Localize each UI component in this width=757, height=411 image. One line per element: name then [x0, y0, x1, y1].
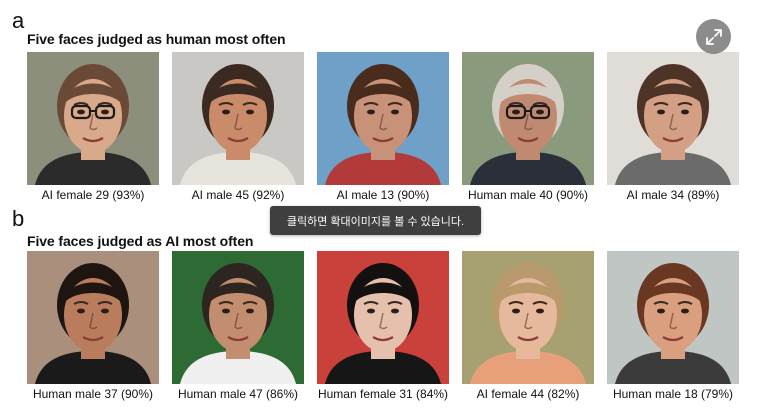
face-card[interactable]: AI male 13 (90%)	[317, 52, 449, 202]
face-photo[interactable]	[607, 251, 739, 384]
face-card[interactable]: AI male 45 (92%)	[172, 52, 304, 202]
face-photo[interactable]	[27, 251, 159, 384]
expand-button[interactable]	[696, 19, 731, 54]
face-card[interactable]: Human male 40 (90%)	[462, 52, 594, 202]
face-photo[interactable]	[317, 251, 449, 384]
tooltip: 클릭하면 확대이미지를 볼 수 있습니다.	[270, 206, 481, 235]
face-caption: AI female 29 (93%)	[41, 188, 145, 202]
face-caption: AI male 13 (90%)	[336, 188, 430, 202]
face-photo[interactable]	[317, 52, 449, 185]
face-caption: Human male 37 (90%)	[32, 387, 154, 401]
panel-letter-a: a	[12, 8, 25, 33]
face-caption: AI male 34 (89%)	[626, 188, 720, 202]
section-title-a: Five faces judged as human most often	[27, 31, 286, 47]
face-caption: Human female 31 (84%)	[317, 387, 449, 401]
face-photo[interactable]	[172, 251, 304, 384]
face-caption: Human male 47 (86%)	[177, 387, 299, 401]
face-photo[interactable]	[462, 251, 594, 384]
faces-row-b: Human male 37 (90%) Human male 47 (86%) Hu…	[27, 251, 739, 401]
face-card[interactable]: AI female 29 (93%)	[27, 52, 159, 202]
panel-letter-b: b	[12, 206, 25, 231]
face-photo[interactable]	[27, 52, 159, 185]
face-card[interactable]: AI male 34 (89%)	[607, 52, 739, 202]
face-photo[interactable]	[172, 52, 304, 185]
face-caption: Human male 40 (90%)	[467, 188, 589, 202]
face-card[interactable]: AI female 44 (82%)	[462, 251, 594, 401]
face-photo[interactable]	[607, 52, 739, 185]
expand-icon	[705, 28, 722, 45]
face-card[interactable]: Human male 37 (90%)	[27, 251, 159, 401]
face-caption: AI female 44 (82%)	[476, 387, 580, 401]
face-card[interactable]: Human male 18 (79%)	[607, 251, 739, 401]
face-caption: AI male 45 (92%)	[191, 188, 285, 202]
faces-row-a: AI female 29 (93%) AI male 45 (92%) AI mal…	[27, 52, 739, 202]
section-title-b: Five faces judged as AI most often	[27, 233, 254, 249]
face-card[interactable]: Human female 31 (84%)	[317, 251, 449, 401]
face-card[interactable]: Human male 47 (86%)	[172, 251, 304, 401]
face-caption: Human male 18 (79%)	[612, 387, 734, 401]
face-photo[interactable]	[462, 52, 594, 185]
